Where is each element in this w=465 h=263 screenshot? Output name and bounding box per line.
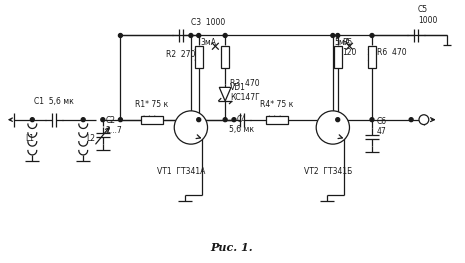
Text: L2: L2 (86, 134, 95, 143)
Text: C1  5,6 мк: C1 5,6 мк (34, 97, 74, 106)
Circle shape (119, 118, 122, 122)
Text: Рис. 1.: Рис. 1. (211, 242, 253, 253)
Text: C3  1000: C3 1000 (191, 18, 225, 27)
Circle shape (30, 118, 34, 122)
Text: VT2  ГТ341Б: VT2 ГТ341Б (304, 166, 352, 175)
Text: C5
1000: C5 1000 (418, 5, 438, 25)
Bar (368, 46, 376, 68)
Bar (195, 46, 203, 68)
Text: R1* 75 к: R1* 75 к (135, 100, 168, 109)
Text: 5мА: 5мА (335, 38, 351, 47)
Circle shape (174, 111, 207, 144)
Text: R2  270: R2 270 (166, 50, 196, 59)
Circle shape (370, 33, 374, 37)
Bar (221, 46, 229, 68)
Circle shape (119, 33, 122, 37)
Text: C2
2...7: C2 2...7 (106, 116, 122, 135)
Text: L1: L1 (25, 134, 34, 143)
Text: R6  470: R6 470 (377, 48, 406, 57)
Circle shape (197, 118, 201, 122)
Circle shape (331, 33, 335, 37)
Text: R4* 75 к: R4* 75 к (260, 100, 294, 109)
Circle shape (409, 118, 413, 122)
Circle shape (370, 118, 374, 122)
Circle shape (419, 115, 429, 125)
Text: C4
5,6 мк: C4 5,6 мк (229, 115, 254, 134)
Circle shape (336, 118, 340, 122)
Circle shape (81, 118, 85, 122)
Circle shape (223, 118, 227, 122)
Circle shape (197, 33, 201, 37)
Bar (266, 116, 288, 124)
Polygon shape (219, 87, 231, 101)
Text: VD1
КС147Г: VD1 КС147Г (230, 83, 260, 102)
Circle shape (189, 33, 193, 37)
Circle shape (232, 118, 236, 122)
Circle shape (336, 33, 340, 37)
Text: 3мА: 3мА (201, 38, 217, 47)
Circle shape (101, 118, 105, 122)
Text: R5
120: R5 120 (343, 38, 357, 57)
Text: VT1  ГТ341А: VT1 ГТ341А (157, 166, 205, 175)
Circle shape (223, 33, 227, 37)
Bar (334, 46, 342, 68)
Bar (141, 116, 162, 124)
Text: R3  470: R3 470 (230, 79, 259, 88)
Circle shape (316, 111, 350, 144)
Text: C6
47: C6 47 (377, 117, 387, 136)
